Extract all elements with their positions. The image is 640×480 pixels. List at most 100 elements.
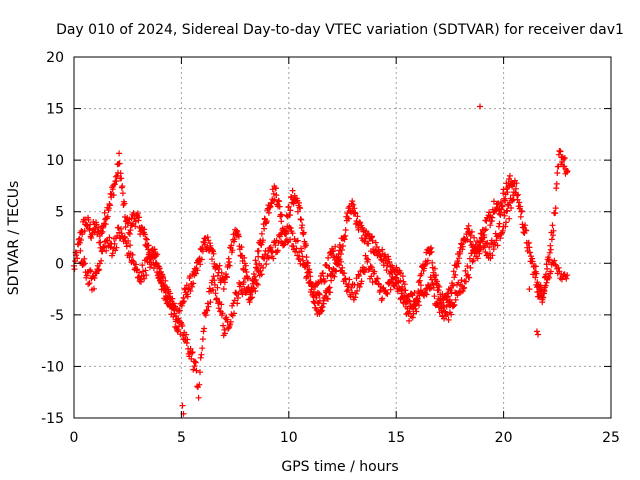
data-point-plus — [387, 286, 394, 293]
data-point-plus — [497, 211, 504, 218]
data-point-plus — [389, 273, 396, 280]
data-point-plus — [241, 254, 248, 261]
data-point-plus — [517, 213, 524, 220]
data-point-plus — [424, 257, 431, 264]
data-point-plus — [139, 262, 146, 269]
data-point-plus — [136, 269, 143, 276]
data-point-plus — [336, 262, 343, 269]
data-point-plus — [93, 221, 100, 228]
y-tick-label: 10 — [46, 153, 64, 169]
data-point-plus — [542, 282, 549, 289]
data-point-plus — [171, 310, 178, 317]
data-point-plus — [373, 244, 380, 250]
data-point-plus — [509, 197, 516, 204]
data-point-plus — [481, 227, 488, 234]
data-point-plus — [96, 266, 103, 273]
data-point-plus — [263, 261, 270, 268]
data-point-plus — [467, 238, 474, 245]
data-point-plus — [525, 239, 532, 246]
data-point-plus — [260, 264, 266, 271]
data-point-plus — [337, 251, 344, 257]
data-point-plus — [287, 225, 294, 232]
data-point-plus — [546, 256, 553, 263]
data-point-plus — [294, 252, 301, 259]
data-point-plus — [231, 310, 237, 317]
data-point-plus — [518, 208, 525, 214]
data-point-plus — [453, 263, 460, 270]
data-point-plus — [215, 305, 222, 312]
data-point-plus — [196, 381, 203, 388]
data-point-plus — [557, 148, 564, 155]
data-point-plus — [273, 192, 280, 199]
data-point-plus — [430, 284, 437, 291]
data-point-plus — [316, 291, 323, 298]
data-point-plus — [510, 192, 517, 199]
data-point-plus — [411, 289, 418, 296]
data-point-plus — [330, 247, 337, 254]
data-point-plus — [197, 369, 203, 376]
data-point-plus — [299, 253, 306, 260]
data-point-plus — [145, 242, 152, 249]
data-point-plus — [116, 160, 123, 167]
data-point-plus — [96, 260, 103, 267]
data-point-plus — [399, 273, 406, 280]
data-point-plus — [428, 248, 435, 255]
y-tick-label: -10 — [41, 359, 64, 375]
data-point-plus — [349, 289, 355, 296]
data-point-plus — [462, 267, 469, 274]
data-point-plus — [483, 240, 489, 247]
data-point-plus — [103, 247, 110, 254]
data-point-plus — [176, 307, 183, 314]
data-point-plus — [218, 269, 225, 276]
data-point-plus — [164, 300, 171, 307]
data-point-plus — [490, 246, 497, 253]
data-point-plus — [199, 248, 206, 255]
data-point-plus — [252, 288, 259, 295]
y-tick-label: 5 — [55, 205, 64, 221]
data-point-plus — [336, 256, 343, 263]
data-point-plus — [482, 226, 489, 233]
data-point-plus — [546, 249, 553, 256]
data-point-plus — [561, 155, 568, 161]
data-point-plus — [418, 270, 425, 277]
data-point-plus — [371, 268, 378, 275]
data-point-plus — [258, 271, 265, 278]
data-point-plus — [340, 243, 346, 249]
data-point-plus — [432, 272, 439, 279]
data-point-plus — [452, 271, 459, 278]
data-point-plus — [242, 262, 249, 269]
data-point-plus — [547, 242, 554, 249]
data-point-plus — [166, 294, 173, 301]
data-point-plus — [283, 230, 290, 237]
data-point-plus — [513, 180, 520, 187]
data-point-plus — [101, 244, 108, 251]
grid — [74, 57, 611, 418]
data-point-plus — [123, 243, 130, 250]
data-point-plus — [102, 221, 109, 228]
data-point-plus — [298, 245, 304, 252]
data-point-plus — [132, 261, 139, 268]
y-tick-label: -15 — [41, 411, 64, 427]
data-point-plus — [302, 263, 309, 270]
data-point-plus — [563, 275, 570, 282]
data-point-plus — [468, 228, 475, 235]
data-point-plus — [306, 280, 313, 287]
data-point-plus — [261, 225, 268, 232]
data-point-plus — [209, 256, 215, 263]
data-point-plus — [526, 249, 533, 256]
data-point-plus — [423, 260, 430, 267]
data-point-plus — [406, 317, 413, 324]
data-point-plus — [314, 281, 321, 287]
data-point-plus — [147, 264, 153, 271]
data-point-plus — [460, 285, 467, 292]
data-point-plus — [435, 295, 442, 302]
data-point-plus — [276, 203, 283, 210]
data-point-plus — [339, 264, 346, 271]
data-point-plus — [125, 238, 132, 244]
data-point-plus — [305, 273, 312, 280]
data-point-plus — [204, 307, 211, 314]
y-axis-label: SDTVAR / TECUs — [6, 181, 22, 296]
data-point-plus — [265, 254, 272, 261]
data-point-plus — [535, 331, 541, 338]
data-point-plus — [469, 258, 476, 265]
